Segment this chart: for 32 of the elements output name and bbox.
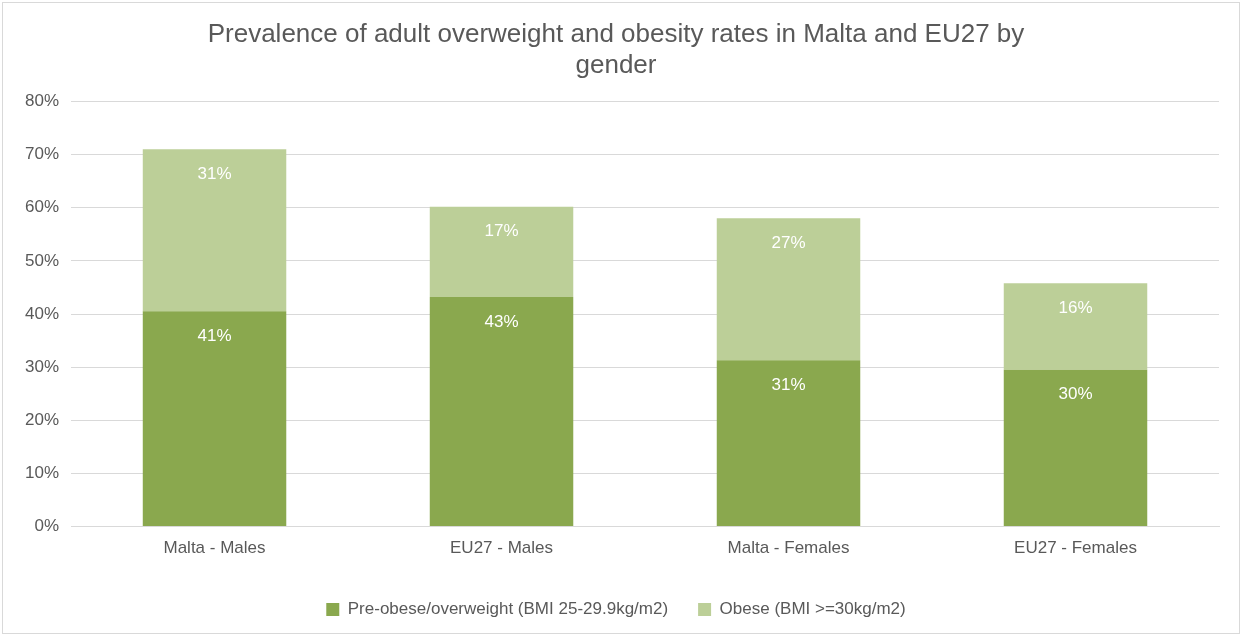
data-label: 16% (1058, 297, 1093, 317)
x-tick-label: EU27 - Males (450, 538, 554, 558)
y-tick-label: 40% (24, 303, 60, 323)
data-label: 31% (197, 163, 232, 183)
y-tick-label: 0% (34, 516, 60, 536)
bar (1003, 283, 1148, 370)
chart-title: Prevalence of adult overweight and obesity rates in Malta and EU27 by gender (207, 17, 1025, 79)
bar (142, 311, 287, 527)
x-tick-label: Malta - Males (163, 538, 266, 558)
x-tick-label: EU27 - Females (1014, 538, 1137, 558)
y-tick-label: 20% (24, 409, 60, 429)
y-tick-label: 50% (24, 250, 60, 270)
data-label: 41% (197, 326, 232, 346)
bar (429, 206, 574, 297)
bar (142, 149, 287, 312)
bar (716, 360, 861, 527)
y-tick-label: 30% (24, 356, 60, 376)
bar (1003, 369, 1148, 527)
bar (716, 218, 861, 361)
data-label: 27% (771, 233, 806, 253)
data-label: 31% (771, 374, 806, 394)
x-tick-label: Malta - Females (727, 538, 850, 558)
data-label: 30% (1058, 384, 1093, 404)
bar (429, 296, 574, 527)
y-tick-label: 10% (24, 463, 60, 483)
data-label: 17% (484, 221, 519, 241)
legend-label: Obese (BMI >=30kg/m2) (719, 599, 906, 619)
data-label: 43% (484, 311, 519, 331)
y-tick-label: 70% (24, 144, 60, 164)
legend-label: Pre-obese/overweight (BMI 25-29.9kg/m2) (347, 599, 669, 619)
y-tick-label: 60% (24, 197, 60, 217)
y-tick-label: 80% (24, 91, 60, 111)
